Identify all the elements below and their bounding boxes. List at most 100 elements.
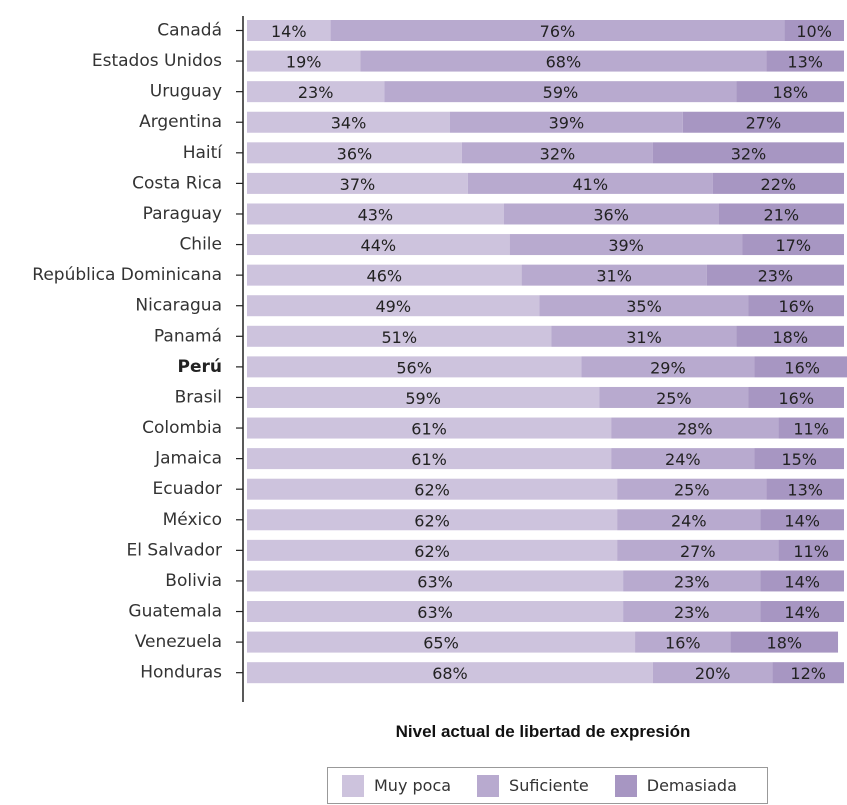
data-label-guatemala-muy-poca: 63% [417,603,453,622]
category-label-peru: Perú [178,357,222,377]
bar-canada-muy-poca [247,20,331,41]
category-label-paraguay: Paraguay [143,204,222,224]
legend-item-muy-poca: Muy poca [342,774,452,797]
category-label-costa-rica: Costa Rica [132,173,222,193]
data-label-ecuador-suficiente: 25% [674,481,710,500]
bar-colombia-muy-poca [247,417,612,439]
data-label-canada-demasiada: 10% [796,22,832,41]
bar-argentina-muy-poca [247,111,450,133]
category-label-canada: Canadá [157,21,222,41]
bar-mexico-suficiente [617,509,761,531]
category-label-venezuela: Venezuela [135,632,222,652]
bar-costa-rica-suficiente [467,172,713,194]
bar-republica-dominicana-suficiente [521,264,707,286]
bar-guatemala-suficiente [623,601,761,623]
bar-paraguay-demasiada [718,203,844,225]
data-label-jamaica-muy-poca: 61% [411,450,447,469]
category-label-argentina: Argentina [139,112,222,132]
bar-venezuela-suficiente [635,631,731,653]
data-label-guatemala-demasiada: 14% [784,603,820,622]
data-label-venezuela-suficiente: 16% [665,634,701,653]
data-label-mexico-muy-poca: 62% [414,511,450,530]
data-label-haiti-demasiada: 32% [731,144,767,163]
data-label-uruguay-suficiente: 59% [543,83,579,102]
bar-el-salvador-suficiente [617,539,779,561]
legend: Muy poca Suficiente Demasiada [327,767,768,804]
bar-peru-muy-poca [247,356,582,378]
legend-swatch-demasiada [614,774,637,797]
bar-ecuador-suficiente [617,478,767,500]
data-label-estados-unidos-muy-poca: 19% [286,53,322,72]
data-label-el-salvador-suficiente: 27% [680,542,716,561]
data-label-haiti-muy-poca: 36% [337,144,373,163]
data-label-honduras-muy-poca: 68% [432,664,468,683]
bar-brasil-demasiada [748,386,844,408]
data-label-jamaica-demasiada: 15% [781,450,817,469]
data-label-costa-rica-suficiente: 41% [572,175,608,194]
bar-uruguay-demasiada [736,81,844,103]
bar-honduras-demasiada [772,662,844,684]
bar-mexico-muy-poca [247,509,618,531]
bar-canada-demasiada [784,20,844,41]
data-label-ecuador-muy-poca: 62% [414,481,450,500]
data-label-colombia-demasiada: 11% [793,420,829,439]
stacked-bar-chart: 14% 76% 10% 19% 68% 13% 23% 59% 18% 34% 39% 27% 36% 3… [32,16,847,702]
bar-honduras-suficiente [652,662,773,684]
data-label-uruguay-muy-poca: 23% [298,83,334,102]
data-label-guatemala-suficiente: 23% [674,603,710,622]
data-label-costa-rica-muy-poca: 37% [340,175,376,194]
bar-brasil-muy-poca [247,386,600,408]
data-label-el-salvador-muy-poca: 62% [414,542,450,561]
data-label-brasil-demasiada: 16% [778,389,814,408]
data-label-panama-demasiada: 18% [772,328,808,347]
category-label-republica-dominicana: República Dominicana [32,265,222,285]
bar-guatemala-muy-poca [247,601,624,623]
data-label-mexico-suficiente: 24% [671,511,707,530]
bar-haiti-muy-poca [247,142,462,164]
data-label-paraguay-demasiada: 21% [764,205,800,224]
data-label-peru-muy-poca: 56% [396,358,432,377]
category-label-mexico: México [163,510,222,530]
category-label-estados-unidos: Estados Unidos [92,51,222,71]
bar-nicaragua-suficiente [539,295,749,317]
data-label-paraguay-suficiente: 36% [593,205,629,224]
category-label-chile: Chile [179,235,222,255]
category-label-ecuador: Ecuador [153,479,222,499]
data-label-nicaragua-suficiente: 35% [626,297,662,316]
bar-panama-muy-poca [247,325,552,347]
data-label-argentina-muy-poca: 34% [331,114,367,133]
bar-costa-rica-demasiada [712,172,844,194]
bar-uruguay-muy-poca [247,81,385,103]
data-label-canada-muy-poca: 14% [271,22,307,41]
bar-brasil-suficiente [599,386,749,408]
bar-nicaragua-demasiada [748,295,844,317]
bar-republica-dominicana-muy-poca [247,264,522,286]
data-label-bolivia-demasiada: 14% [784,572,820,591]
bars-group: 14% 76% 10% 19% 68% 13% 23% 59% 18% 34% 39% 27% 36% 3… [247,20,847,684]
bar-guatemala-demasiada [760,601,844,623]
data-label-brasil-muy-poca: 59% [405,389,441,408]
bar-bolivia-suficiente [623,570,761,592]
bar-colombia-demasiada [778,417,844,439]
bar-estados-unidos-muy-poca [247,50,361,72]
bar-jamaica-muy-poca [247,448,612,470]
bar-el-salvador-demasiada [778,539,844,561]
bar-canada-suficiente [330,20,785,41]
legend-label-muy-poca: Muy poca [374,776,452,795]
category-label-panama: Panamá [154,326,222,346]
legend-label-suficiente: Suficiente [509,776,589,795]
bar-peru-demasiada [754,356,847,378]
data-label-peru-suficiente: 29% [650,358,686,377]
bar-chile-suficiente [509,234,743,256]
bar-haiti-demasiada [652,142,844,164]
bar-mexico-demasiada [760,509,844,531]
data-label-republica-dominicana-suficiente: 31% [596,267,632,286]
bar-haiti-suficiente [461,142,653,164]
data-label-uruguay-demasiada: 18% [772,83,808,102]
data-label-honduras-demasiada: 12% [790,664,826,683]
category-label-haiti: Haití [183,143,224,163]
data-label-el-salvador-demasiada: 11% [793,542,829,561]
category-label-brasil: Brasil [175,387,222,407]
bar-costa-rica-muy-poca [247,172,468,194]
legend-item-suficiente: Suficiente [477,774,589,797]
